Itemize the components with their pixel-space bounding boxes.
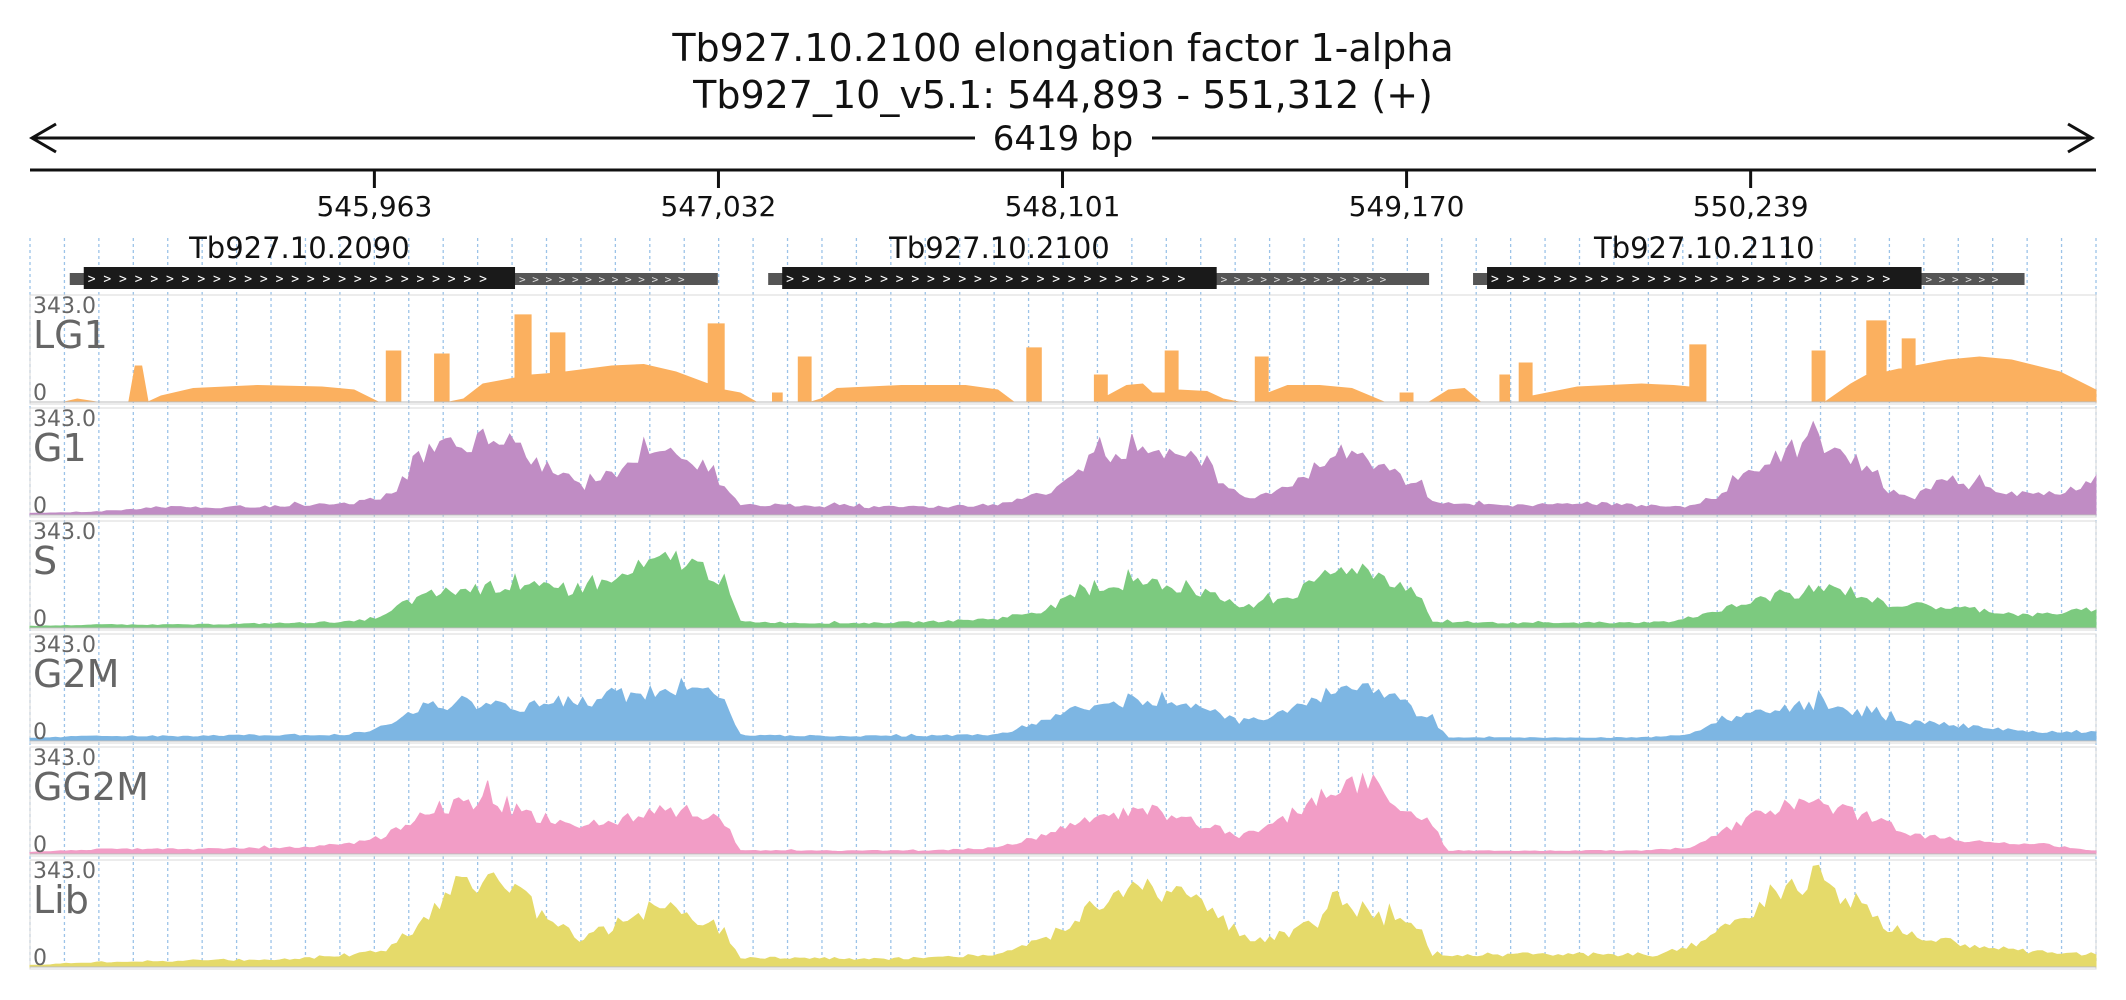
gene-cds: [1487, 267, 1922, 289]
gene-track: > > > > > > > > > > > > > > > > > > > > …: [69, 231, 2025, 289]
span-label: 6419 bp: [993, 119, 1134, 159]
track-min-label: 0: [33, 946, 47, 971]
track-name: G2M: [33, 652, 119, 696]
gene-label: Tb927.10.2100: [888, 231, 1110, 265]
gene-cds: [83, 267, 516, 289]
track-max-label: 343.0: [33, 859, 96, 884]
strand-chevrons: > > > > > > > > > > > > > > > > > > > > …: [1491, 272, 1890, 287]
track-min-label: 0: [33, 381, 47, 406]
track-max-label: 343.0: [33, 633, 96, 658]
utr-chevrons: > > > > > > > > > > > > >: [519, 273, 685, 286]
coverage-area: [29, 550, 2097, 629]
gene-cds: [782, 267, 1217, 289]
span-arrow: 6419 bp: [29, 119, 2095, 159]
track-frame: [29, 633, 2097, 744]
track-frame: [29, 294, 2097, 405]
utr-chevrons: > > > > > >: [1926, 273, 1999, 286]
track-min-label: 0: [33, 607, 47, 632]
ruler-tick-label: 545,963: [316, 190, 432, 223]
track-g1: 343.0G1 0: [29, 407, 2097, 519]
track-name: LG1: [33, 313, 108, 357]
ruler-tick-label: 550,239: [1693, 190, 1809, 223]
track-min-label: 0: [33, 833, 47, 858]
coverage-area: [29, 772, 2097, 855]
ruler-tick-label: 547,032: [661, 190, 777, 223]
coverage-area: [29, 420, 2097, 516]
coverage-area: [29, 864, 2097, 968]
track-frame: [29, 520, 2097, 631]
coverage-tracks: 343.0LG10343.0G10343.0S0343.0G2M0343.0GG…: [29, 294, 2097, 971]
track-name: S: [33, 539, 57, 583]
ruler-ticks: 545,963 547,032 548,101 549,170 550,239: [316, 170, 1809, 223]
gene-label: Tb927.10.2090: [188, 231, 410, 265]
track-max-label: 343.0: [33, 294, 96, 319]
track-min-label: 0: [33, 494, 47, 519]
track-max-label: 343.0: [33, 520, 96, 545]
strand-chevrons: > > > > > > > > > > > > > > > > > > > > …: [786, 272, 1185, 287]
strand-chevrons: > > > > > > > > > > > > > > > > > > > > …: [88, 272, 487, 287]
utr-chevrons: > > > > > > > > > > > > >: [1221, 273, 1387, 286]
track-frame: [29, 859, 2097, 970]
track-frame: [29, 746, 2097, 857]
locus-label: Tb927_10_v5.1: 544,893 - 551,312 (+): [692, 73, 1433, 117]
ruler-tick-label: 548,101: [1005, 190, 1121, 223]
track-name: G1: [33, 426, 87, 470]
track-max-label: 343.0: [33, 746, 96, 771]
gene-title: Tb927.10.2100 elongation factor 1-alpha: [671, 26, 1453, 70]
track-name: GG2M: [33, 765, 149, 809]
track-frame: [29, 407, 2097, 518]
gene-label: Tb927.10.2110: [1593, 231, 1815, 265]
gridlines: [29, 238, 2097, 962]
track-min-label: 0: [33, 720, 47, 745]
track-max-label: 343.0: [33, 407, 96, 432]
coverage-area: [29, 677, 2097, 742]
ruler-tick-label: 549,170: [1349, 190, 1465, 223]
track-name: Lib: [33, 878, 89, 922]
track-s: 343.0S 0: [29, 520, 2097, 632]
